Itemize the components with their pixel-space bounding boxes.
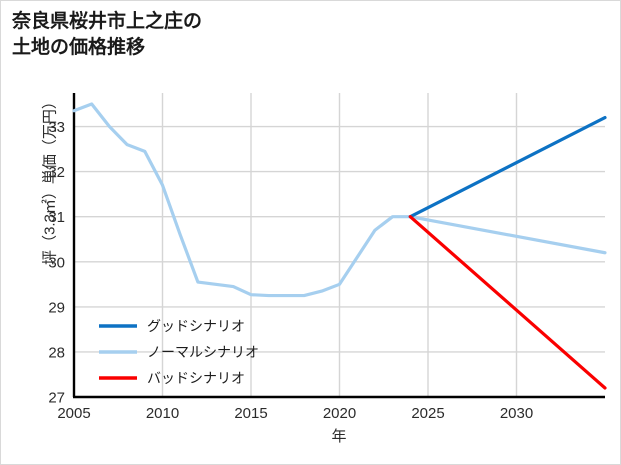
legend-label: グッドシナリオ bbox=[147, 318, 245, 334]
page-title: 奈良県桜井市上之庄の 土地の価格推移 bbox=[12, 11, 203, 58]
y-tick-label: 31 bbox=[48, 209, 65, 226]
x-tick-label: 2020 bbox=[323, 405, 356, 422]
x-tick-label: 2005 bbox=[57, 405, 90, 422]
legend-label: ノーマルシナリオ bbox=[147, 344, 259, 360]
x-tick-label: 2010 bbox=[146, 405, 179, 422]
y-tick-label: 28 bbox=[48, 344, 65, 361]
y-tick-label: 33 bbox=[48, 119, 65, 136]
x-tick-label: 2030 bbox=[500, 405, 533, 422]
legend-label: バッドシナリオ bbox=[147, 370, 245, 386]
y-tick-label: 32 bbox=[48, 164, 65, 181]
y-tick-label: 29 bbox=[48, 299, 65, 316]
x-tick-label: 2015 bbox=[234, 405, 267, 422]
series-line-2 bbox=[72, 102, 607, 298]
x-axis-label: 年 bbox=[331, 428, 347, 445]
series-line-1 bbox=[408, 115, 607, 219]
y-tick-label: 30 bbox=[48, 254, 65, 271]
x-tick-label: 2025 bbox=[411, 405, 444, 422]
y-tick-label: 27 bbox=[48, 390, 65, 407]
series-line-3 bbox=[408, 215, 607, 390]
